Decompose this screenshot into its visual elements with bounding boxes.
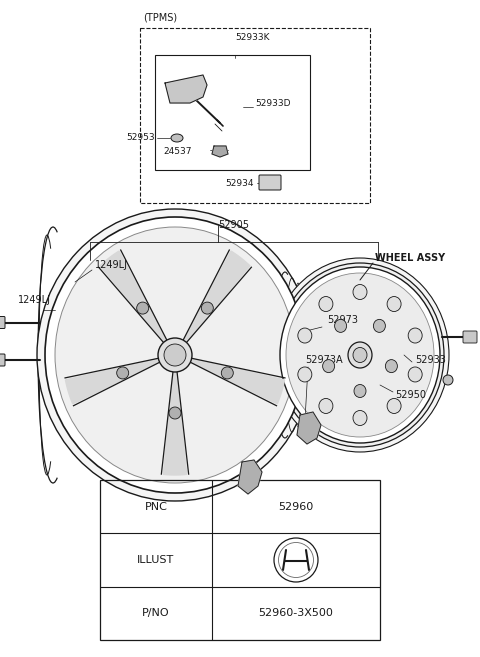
- Text: 24537: 24537: [163, 148, 192, 156]
- Ellipse shape: [117, 367, 129, 379]
- FancyBboxPatch shape: [0, 317, 5, 328]
- Ellipse shape: [408, 328, 422, 343]
- Ellipse shape: [387, 296, 401, 311]
- Ellipse shape: [323, 359, 335, 373]
- Polygon shape: [181, 251, 250, 346]
- Bar: [155, 55, 310, 170]
- Ellipse shape: [387, 398, 401, 413]
- Polygon shape: [212, 146, 228, 157]
- Ellipse shape: [319, 296, 333, 311]
- FancyBboxPatch shape: [259, 175, 281, 190]
- Text: 1249LJ: 1249LJ: [18, 295, 51, 305]
- Text: PNC: PNC: [144, 502, 168, 512]
- Ellipse shape: [37, 209, 313, 501]
- Ellipse shape: [335, 319, 347, 332]
- Ellipse shape: [171, 134, 183, 142]
- Ellipse shape: [348, 342, 372, 368]
- Ellipse shape: [201, 302, 213, 314]
- Polygon shape: [100, 251, 168, 346]
- Polygon shape: [238, 460, 262, 494]
- Ellipse shape: [385, 359, 397, 373]
- Bar: [140, 28, 370, 203]
- Ellipse shape: [443, 375, 453, 385]
- Text: 52953: 52953: [126, 133, 155, 143]
- FancyBboxPatch shape: [0, 354, 5, 366]
- Ellipse shape: [276, 263, 444, 447]
- Text: 52960-3X500: 52960-3X500: [259, 608, 334, 618]
- Text: 52933D: 52933D: [255, 99, 290, 108]
- Text: 52973A: 52973A: [305, 355, 343, 365]
- Polygon shape: [165, 75, 207, 103]
- Ellipse shape: [221, 367, 233, 379]
- Text: ILLUST: ILLUST: [137, 555, 175, 565]
- Ellipse shape: [164, 344, 186, 366]
- Text: 52905: 52905: [218, 220, 249, 230]
- Ellipse shape: [319, 398, 333, 413]
- Ellipse shape: [298, 367, 312, 382]
- Text: 52973: 52973: [327, 315, 358, 325]
- Ellipse shape: [298, 328, 312, 343]
- Ellipse shape: [137, 302, 149, 314]
- Polygon shape: [163, 368, 187, 475]
- Bar: [100, 480, 380, 640]
- Ellipse shape: [271, 258, 449, 452]
- Text: 52934: 52934: [225, 179, 253, 187]
- Text: 52960: 52960: [278, 502, 313, 512]
- Ellipse shape: [45, 217, 305, 493]
- Text: WHEEL ASSY: WHEEL ASSY: [375, 253, 445, 263]
- Ellipse shape: [55, 227, 295, 483]
- Ellipse shape: [169, 407, 181, 419]
- Ellipse shape: [280, 267, 440, 443]
- FancyBboxPatch shape: [463, 331, 477, 343]
- Text: P/NO: P/NO: [142, 608, 170, 618]
- Ellipse shape: [286, 273, 434, 437]
- Text: 52933K: 52933K: [235, 34, 269, 43]
- Ellipse shape: [158, 338, 192, 372]
- Ellipse shape: [408, 367, 422, 382]
- Ellipse shape: [353, 411, 367, 426]
- Text: 52933: 52933: [415, 355, 446, 365]
- Ellipse shape: [353, 348, 367, 363]
- Text: 52950: 52950: [395, 390, 426, 400]
- Polygon shape: [187, 357, 285, 404]
- Ellipse shape: [373, 319, 385, 332]
- Ellipse shape: [354, 384, 366, 397]
- Text: (TPMS): (TPMS): [143, 13, 177, 23]
- Polygon shape: [65, 357, 163, 404]
- Text: 1249LJ: 1249LJ: [95, 260, 128, 270]
- Ellipse shape: [353, 284, 367, 300]
- Polygon shape: [297, 412, 321, 444]
